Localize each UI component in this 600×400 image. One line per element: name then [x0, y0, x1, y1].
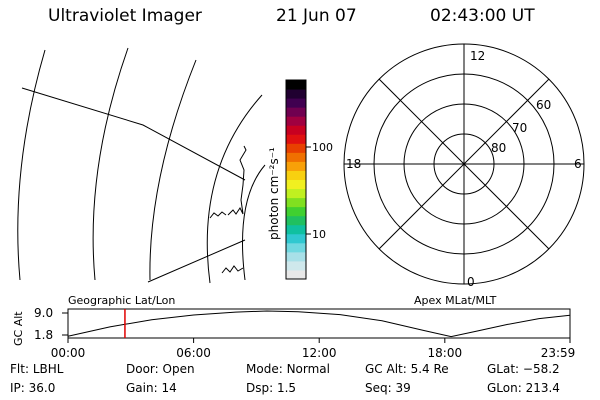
footer-field-value: Open	[162, 362, 195, 376]
footer-field-label: Flt:	[10, 362, 33, 376]
footer-field: Mode: Normal	[246, 362, 330, 376]
colorbar-cell	[286, 179, 306, 190]
strip-ymax: 9.0	[34, 306, 53, 320]
strip-xtick-label: 12:00	[302, 346, 337, 360]
colorbar-cell	[286, 98, 306, 108]
footer-field-label: Gain:	[126, 381, 162, 395]
colorbar-cell	[286, 125, 306, 135]
footer-field-value: 1.5	[276, 381, 297, 395]
time-label: 02:43:00 UT	[430, 6, 535, 26]
footer-field-value: 5.4 Re	[410, 362, 449, 376]
colorbar-unit-label: photon cm⁻²s⁻¹	[267, 147, 281, 240]
colorbar-tick-100: 100	[312, 141, 333, 154]
date-label: 21 Jun 07	[276, 6, 357, 26]
colorbar-cell	[286, 107, 306, 117]
footer-field: Seq: 39	[365, 381, 411, 395]
colorbar-cell	[286, 188, 306, 199]
footer-field: Gain: 14	[126, 381, 177, 395]
lat-label-80: 80	[491, 141, 506, 155]
strip-xtick-label: 00:00	[51, 346, 86, 360]
strip-ymin: 1.8	[34, 328, 53, 342]
polar-diagonal-line	[378, 78, 550, 250]
colorbar-cell	[286, 206, 306, 217]
footer-field: Flt: LBHL	[10, 362, 63, 376]
altitude-curve	[67, 310, 571, 338]
strip-xtick-label: 18:00	[428, 346, 463, 360]
lat-label-60: 60	[536, 98, 551, 112]
colorbar-cell	[286, 233, 306, 244]
colorbar-cell	[286, 161, 306, 171]
colorbar-tick-10: 10	[312, 228, 326, 241]
lat-label-70: 70	[512, 121, 527, 135]
colorbar-cell	[286, 197, 306, 208]
footer-field: GC Alt: 5.4 Re	[365, 362, 449, 376]
footer-field-label: IP:	[10, 381, 29, 395]
colorbar-cell	[286, 116, 306, 126]
footer-field-value: 213.4	[525, 381, 560, 395]
strip-xtick-label: 06:00	[176, 346, 211, 360]
colorbar-cell	[286, 152, 306, 162]
strip-xtick-label: 23:59	[541, 346, 576, 360]
footer-field: Door: Open	[126, 362, 195, 376]
colorbar-cell	[286, 251, 306, 262]
strip-right-label: Apex MLat/MLT	[414, 294, 497, 307]
mlt-label-bottom: 0	[467, 275, 475, 289]
footer-field-value: 39	[395, 381, 411, 395]
footer-field-value: Normal	[286, 362, 330, 376]
colorbar-cell	[286, 134, 306, 144]
colorbar-cell	[286, 224, 306, 235]
map-coastline	[227, 145, 247, 216]
footer-field-value: LBHL	[32, 362, 64, 376]
footer-field-label: Dsp:	[246, 381, 277, 395]
instrument-title: Ultraviolet Imager	[48, 6, 202, 26]
footer-field-value: 14	[161, 381, 177, 395]
colorbar-cell	[286, 242, 306, 253]
strip-left-label: Geographic Lat/Lon	[68, 294, 175, 307]
footer-field: GLon: 213.4	[487, 381, 560, 395]
mlt-label-left: 18	[346, 157, 361, 171]
footer-field: IP: 36.0	[10, 381, 55, 395]
colorbar-cell	[286, 170, 306, 180]
footer-field-label: GLat:	[487, 362, 523, 376]
footer-field: GLat: −58.2	[487, 362, 560, 376]
colorbar-cell	[286, 143, 306, 153]
colorbar-cell	[286, 80, 306, 90]
map-meridian-line	[147, 239, 246, 283]
map-latitude-arc	[92, 47, 129, 281]
colorbar-cell	[286, 260, 306, 271]
map-coastline	[209, 211, 227, 219]
map-latitude-arc	[242, 164, 266, 281]
mlt-label-top: 12	[470, 49, 485, 63]
map-coastline	[221, 265, 244, 274]
footer-field-value: −58.2	[522, 362, 560, 376]
footer-field-label: Seq:	[365, 381, 396, 395]
footer-field-label: Mode:	[246, 362, 287, 376]
colorbar-cell	[286, 215, 306, 226]
map-meridian-line	[21, 87, 246, 181]
mlt-label-right: 6	[574, 157, 582, 171]
footer-field-label: Door:	[126, 362, 163, 376]
footer-field: Dsp: 1.5	[246, 381, 296, 395]
map-latitude-arc	[149, 59, 197, 281]
map-latitude-arc	[17, 49, 46, 281]
strip-ylabel: GC Alt	[12, 311, 25, 346]
footer-field-label: GC Alt:	[365, 362, 411, 376]
footer-field-label: GLon:	[487, 381, 526, 395]
colorbar-cell	[286, 89, 306, 99]
colorbar-cell	[286, 269, 306, 280]
footer-field-value: 36.0	[28, 381, 56, 395]
